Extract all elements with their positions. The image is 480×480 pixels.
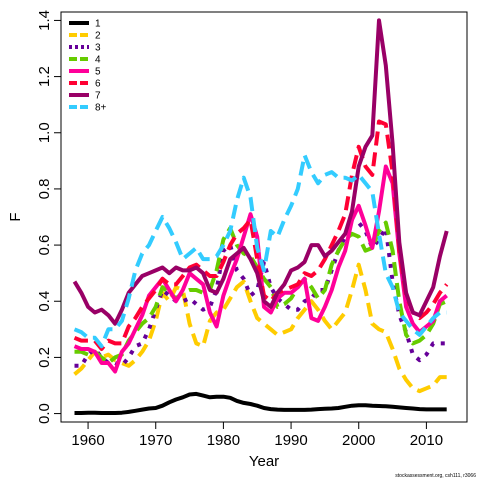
x-tick-label-2010: 2010 (410, 432, 443, 449)
y-tick-label-0.4: 0.4 (36, 291, 53, 312)
credit-text: stockassessment.org, csh111, r3066 (395, 473, 476, 479)
y-tick-label-0.0: 0.0 (36, 403, 53, 424)
series-layer (72, 18, 449, 415)
legend-label-3: 3 (95, 43, 101, 54)
x-axis-title: Year (249, 453, 279, 470)
x-tick-label-1960: 1960 (71, 432, 104, 449)
axes: 1960 1970 1980 1990 2000 2010 0.0 0.2 0.4 0.6 0.8 1… (36, 10, 443, 449)
legend-label-4: 4 (95, 55, 101, 66)
x-tick-label-1980: 1980 (207, 432, 240, 449)
y-axis-title: F (7, 212, 24, 221)
series-line-age-6 (73, 119, 449, 351)
y-tick-label-0.8: 0.8 (36, 178, 53, 199)
series-line-age-8plus (73, 153, 447, 349)
x-tick-label-1990: 1990 (274, 432, 307, 449)
series-line-age-4 (74, 220, 448, 365)
series-line-age-1 (74, 391, 447, 415)
legend-label-5: 5 (95, 67, 101, 78)
y-tick-label-0.6: 0.6 (36, 235, 53, 256)
legend-label-1: 1 (95, 19, 101, 30)
legend-label-8plus: 8+ (95, 103, 107, 114)
y-tick-label-1.4: 1.4 (36, 10, 53, 31)
legend-label-7: 7 (95, 91, 101, 102)
series-line-age-7 (72, 18, 449, 326)
x-tick-label-2000: 2000 (342, 432, 375, 449)
legend-label-6: 6 (95, 79, 101, 90)
plot-frame (60, 11, 468, 423)
y-tick-label-0.2: 0.2 (36, 347, 53, 368)
y-tick-label-1.2: 1.2 (36, 66, 53, 87)
x-tick-label-1970: 1970 (139, 432, 172, 449)
legend-label-2: 2 (95, 31, 101, 42)
y-tick-label-1.0: 1.0 (36, 122, 53, 143)
